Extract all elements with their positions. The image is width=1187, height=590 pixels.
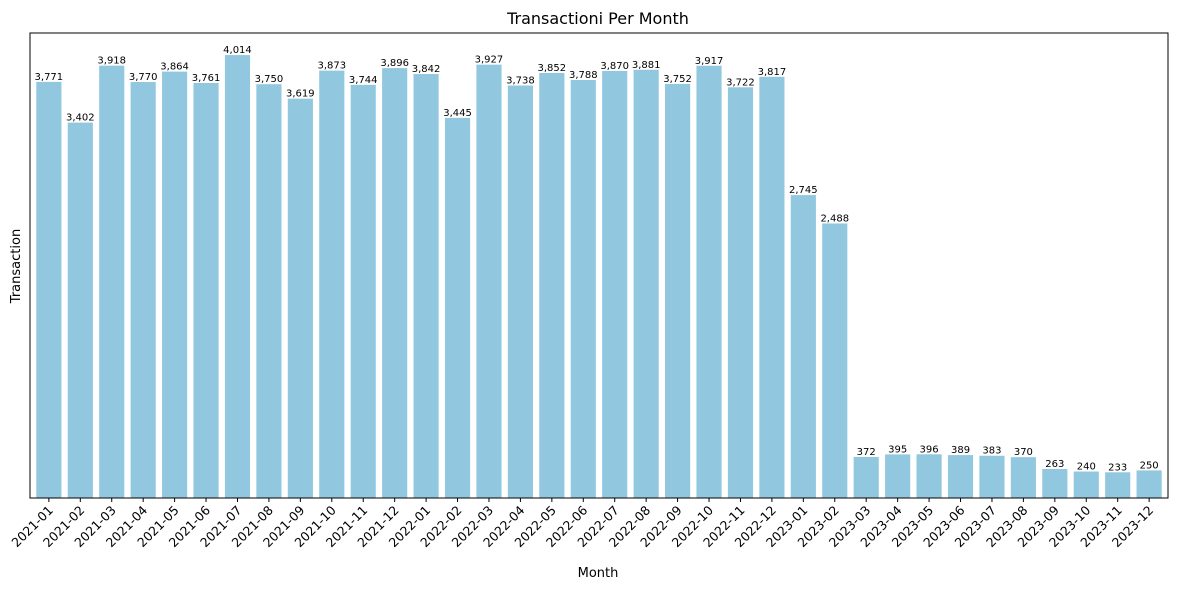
value-label-2022-10: 3,917 bbox=[695, 56, 724, 67]
bar-2022-07 bbox=[602, 70, 628, 499]
value-label-2022-08: 3,881 bbox=[632, 60, 661, 71]
plot-area-frame bbox=[29, 32, 1169, 499]
value-label-2023-01: 2,745 bbox=[789, 185, 818, 196]
bar-2021-07 bbox=[224, 55, 251, 498]
value-label-2022-01: 3,842 bbox=[412, 64, 441, 75]
value-label-2022-05: 3,852 bbox=[538, 63, 567, 74]
bar-2022-12 bbox=[759, 76, 785, 498]
bar-2021-05 bbox=[162, 71, 188, 499]
value-label-2022-06: 3,788 bbox=[569, 70, 598, 81]
bar-2021-02 bbox=[67, 122, 93, 498]
value-label-2023-06: 389 bbox=[951, 445, 970, 456]
bar-2023-04 bbox=[885, 454, 911, 498]
bar-2022-04 bbox=[507, 85, 533, 499]
value-label-2023-02: 2,488 bbox=[820, 213, 849, 224]
bar-2023-12 bbox=[1136, 470, 1162, 498]
bar-2022-09 bbox=[665, 83, 691, 498]
bar-2022-08 bbox=[633, 69, 659, 498]
bar-2023-01 bbox=[790, 195, 816, 498]
bar-2022-01 bbox=[413, 74, 439, 499]
value-label-2023-08: 370 bbox=[1014, 447, 1033, 458]
value-label-2021-04: 3,770 bbox=[129, 72, 158, 83]
value-label-2023-09: 263 bbox=[1045, 459, 1064, 470]
bar-2021-03 bbox=[99, 65, 125, 498]
bar-2021-08 bbox=[256, 84, 282, 498]
bar-2021-12 bbox=[382, 68, 408, 498]
bar-2021-04 bbox=[130, 81, 156, 499]
value-label-2022-02: 3,445 bbox=[443, 108, 472, 119]
value-label-2021-09: 3,619 bbox=[286, 89, 315, 100]
bar-2022-02 bbox=[444, 117, 471, 499]
y-axis-label: Transaction bbox=[9, 229, 24, 304]
bar-2021-10 bbox=[319, 70, 345, 498]
bar-2021-09 bbox=[287, 98, 313, 498]
value-label-2023-04: 395 bbox=[888, 444, 907, 455]
value-label-2021-12: 3,896 bbox=[380, 58, 409, 69]
value-label-2023-07: 383 bbox=[982, 446, 1001, 457]
bar-2023-07 bbox=[979, 455, 1005, 498]
value-label-2023-05: 396 bbox=[920, 444, 939, 455]
bar-2023-06 bbox=[947, 455, 974, 498]
value-label-2022-07: 3,870 bbox=[600, 61, 629, 72]
bar-2022-03 bbox=[476, 64, 502, 499]
bar-2022-05 bbox=[539, 72, 565, 498]
x-axis-label: Month bbox=[578, 566, 619, 581]
x-ticks-group: 2021-012021-022021-032021-042021-052021-… bbox=[8, 498, 1156, 550]
value-label-2022-12: 3,817 bbox=[758, 67, 787, 78]
bar-2023-10 bbox=[1073, 471, 1099, 498]
bar-2023-03 bbox=[853, 456, 879, 498]
value-label-2021-10: 3,873 bbox=[317, 61, 346, 72]
value-label-2022-03: 3,927 bbox=[475, 55, 504, 66]
value-label-2021-02: 3,402 bbox=[66, 113, 95, 124]
bar-2021-06 bbox=[193, 82, 219, 499]
bar-2023-08 bbox=[1010, 457, 1036, 498]
value-label-2021-11: 3,744 bbox=[349, 75, 378, 86]
value-label-2021-06: 3,761 bbox=[192, 73, 221, 84]
bar-2023-05 bbox=[916, 454, 942, 498]
value-label-2021-01: 3,771 bbox=[35, 72, 64, 83]
value-label-2021-08: 3,750 bbox=[255, 74, 284, 85]
value-label-2023-10: 240 bbox=[1077, 462, 1096, 473]
value-label-2023-12: 250 bbox=[1140, 460, 1159, 471]
chart-title: Transactioni Per Month bbox=[506, 9, 689, 28]
value-label-2021-07: 4,014 bbox=[223, 45, 252, 56]
bar-2021-11 bbox=[350, 84, 376, 499]
value-label-2021-03: 3,918 bbox=[97, 56, 126, 67]
bar-2022-06 bbox=[570, 80, 596, 498]
value-label-2022-11: 3,722 bbox=[726, 77, 755, 88]
bar-2023-02 bbox=[822, 223, 848, 498]
bar-2022-10 bbox=[696, 65, 722, 499]
bar-2023-11 bbox=[1105, 472, 1131, 498]
bars-group bbox=[36, 55, 1162, 499]
value-label-2023-11: 233 bbox=[1108, 462, 1127, 473]
bar-2023-09 bbox=[1042, 468, 1068, 498]
bar-2021-01 bbox=[36, 81, 62, 498]
value-label-2021-05: 3,864 bbox=[160, 62, 189, 73]
bar-2022-11 bbox=[727, 87, 754, 498]
value-label-2022-04: 3,738 bbox=[506, 76, 535, 87]
value-label-2023-03: 372 bbox=[857, 447, 876, 458]
value-label-2022-09: 3,752 bbox=[663, 74, 692, 85]
